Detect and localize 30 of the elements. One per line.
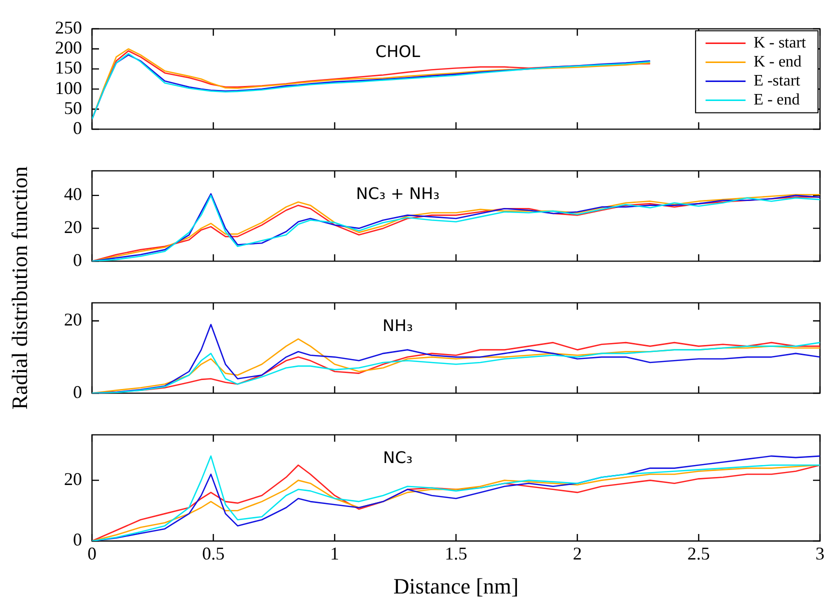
text: NH₃ [382,316,413,335]
y-tick-label: 0 [73,530,82,550]
y-tick-label: 0 [73,382,82,402]
y-tick-label: 100 [55,78,82,98]
y-axis-title: Radial distribution function [7,166,33,410]
text: CHOL [375,42,420,61]
y-tick-label: 50 [64,98,82,118]
x-tick-label: 2.5 [687,544,710,564]
legend-label: E - end [754,92,800,109]
y-tick-label: 150 [55,58,82,78]
x-tick-label: 0.5 [202,544,225,564]
y-tick-label: 20 [64,469,82,490]
x-tick-label: 2 [572,544,582,564]
y-tick-label: 0 [73,250,82,270]
y-tick-label: 0 [73,118,82,138]
x-tick-label: 1 [330,544,340,564]
x-tick-label: 3 [816,544,824,564]
text: NC₃ [382,448,413,467]
x-tick-label: 0 [88,544,96,564]
legend-label: K - end [754,54,802,71]
text: NC₃ + NH₃ [356,184,440,203]
y-tick-label: 40 [64,184,82,204]
x-tick-label: 1.5 [444,544,468,564]
legend-label: E -start [754,72,801,90]
y-tick-label: 200 [55,38,82,58]
x-axis-title: Distance [nm] [393,574,519,599]
legend-label: K - start [754,34,807,52]
y-tick-label: 250 [55,18,82,38]
y-tick-label: 20 [64,310,82,330]
y-tick-label: 20 [64,217,82,238]
